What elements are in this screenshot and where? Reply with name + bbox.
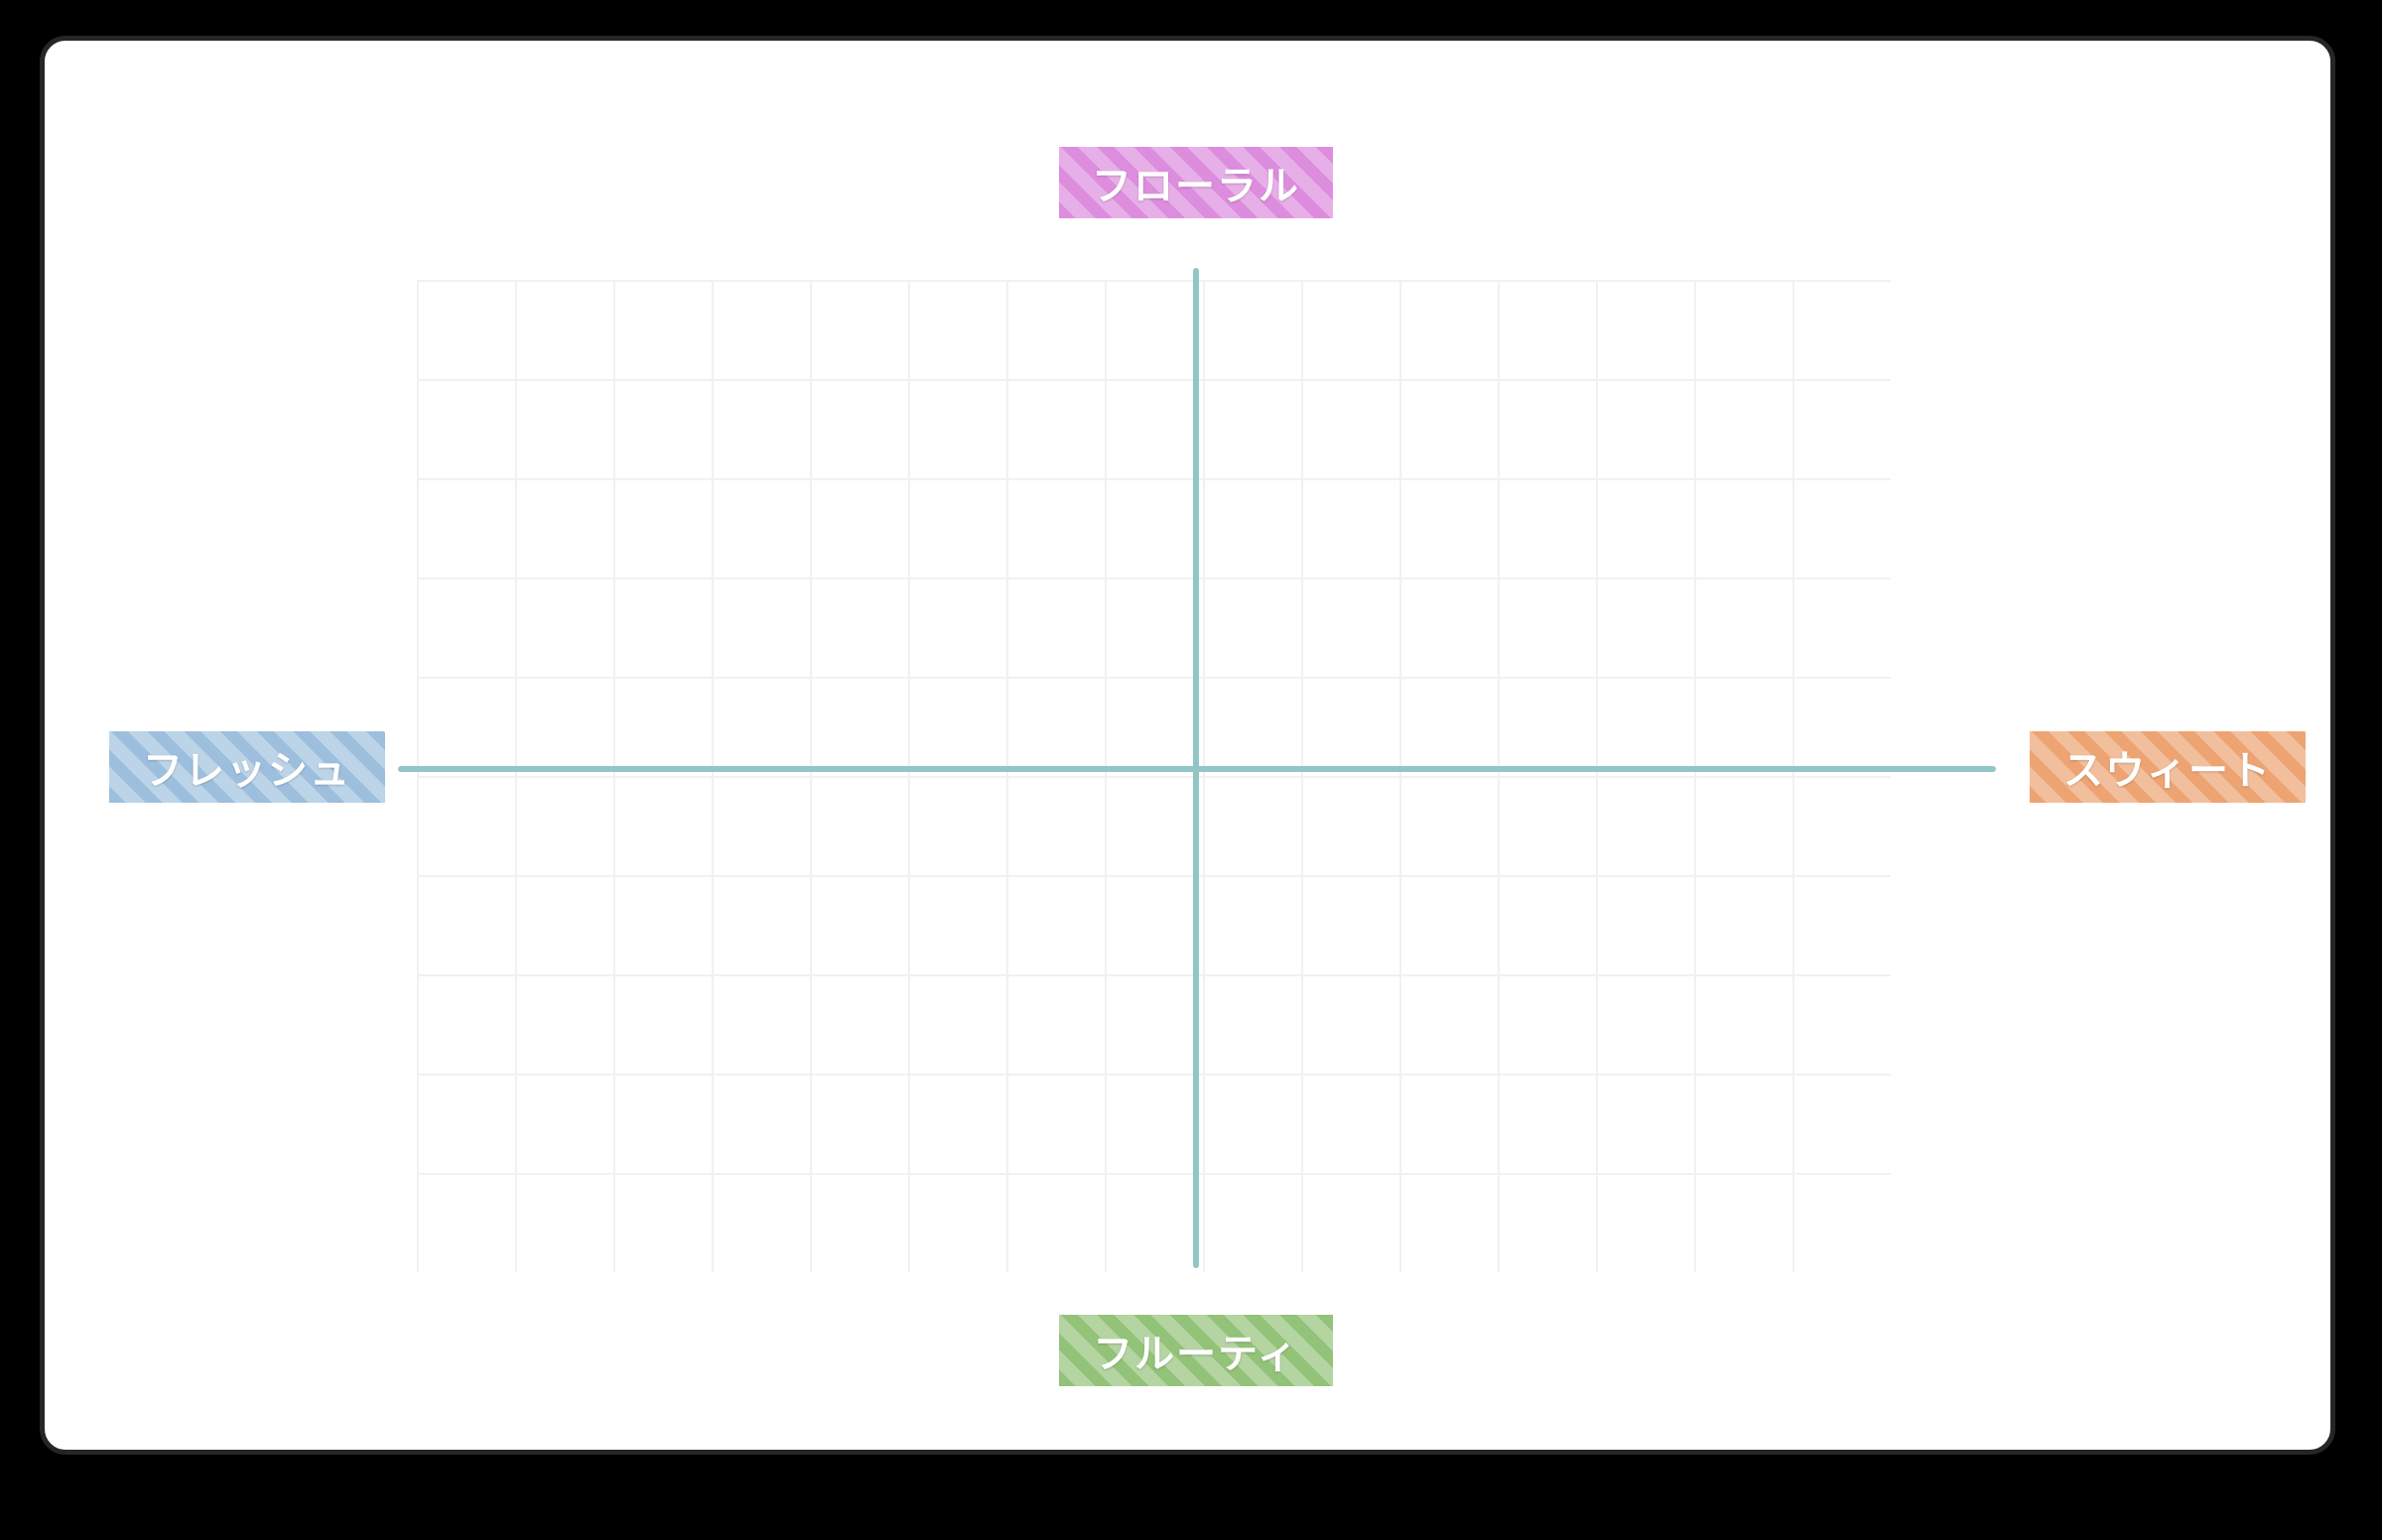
plot-grid xyxy=(417,280,1891,1272)
axis-pole-label-right: スウィート xyxy=(2030,731,2306,803)
axis-pole-label-bottom: フルーティ xyxy=(1059,1315,1333,1386)
quadrant-chart-card: フローラル フレッシュ スウィート フルーティ xyxy=(40,36,2335,1455)
axis-pole-label-top: フローラル xyxy=(1059,147,1333,218)
axis-pole-label-left: フレッシュ xyxy=(109,731,385,803)
vertical-axis xyxy=(1193,268,1199,1268)
quadrant-plot-area[interactable]: フローラル フレッシュ スウィート フルーティ xyxy=(45,41,2330,1450)
